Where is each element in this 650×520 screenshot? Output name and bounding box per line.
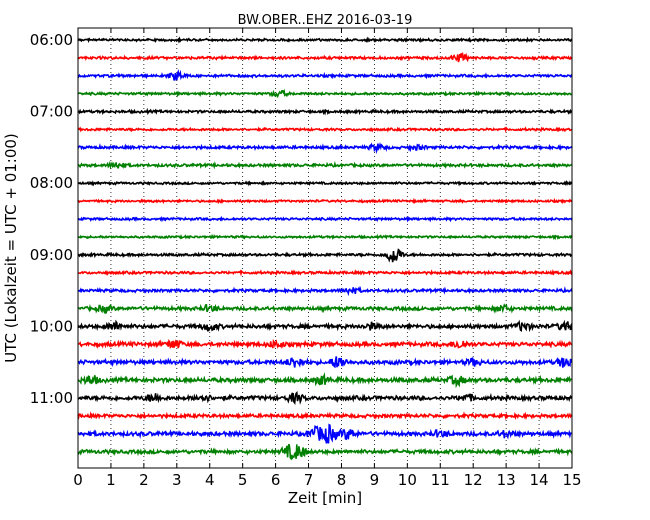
trace-line [77,319,573,333]
trace-line [77,233,573,241]
x-tick-label: 14 [530,471,549,489]
trace-line [77,179,573,187]
trace-line [77,423,573,444]
trace-line [77,372,573,389]
y-tick-label: 10:00 [30,317,73,335]
x-tick-label: 6 [271,471,281,489]
trace-line [78,107,573,116]
x-tick-label: 11 [431,471,450,489]
trace-line [77,88,573,99]
x-tick-label: 10 [398,471,417,489]
x-tick-label: 1 [106,471,116,489]
trace-line [77,356,573,369]
y-axis-ticks: 06:00 07:00 08:00 09:00 10:00 11:00 [30,31,572,407]
x-tick-label: 8 [337,471,347,489]
y-axis-label: UTC (Lokalzeit = UTC + 01:00) [2,133,20,363]
trace-line [78,338,572,350]
x-tick-label: 12 [464,471,483,489]
trace-line [77,51,573,63]
x-tick-label: 13 [497,471,516,489]
x-tick-label: 2 [139,471,149,489]
trace-line [77,248,573,263]
x-tick-label: 4 [205,471,215,489]
x-tick-label: 3 [172,471,182,489]
trace-line [77,126,573,134]
trace-line [78,268,573,277]
grid-lines [110,28,540,468]
x-tick-label: 15 [562,471,581,489]
x-tick-label: 5 [238,471,248,489]
y-tick-label: 06:00 [30,31,73,49]
trace-line [77,160,573,170]
trace-line [77,197,573,205]
x-tick-label: 9 [370,471,380,489]
x-tick-label: 7 [304,471,314,489]
x-axis-ticks: 0 1 2 3 4 5 6 7 8 9 10 11 12 13 14 15 [73,28,582,489]
trace-line [77,215,573,223]
y-tick-label: 11:00 [30,389,73,407]
x-axis-label: Zeit [min] [288,489,362,507]
y-tick-label: 09:00 [30,246,73,264]
trace-line [77,285,573,297]
trace-line [77,141,573,155]
x-tick-label: 0 [73,471,83,489]
trace-line [77,303,573,314]
trace-line [77,69,573,81]
seismogram-traces [77,36,573,461]
plot-frame [77,27,573,469]
y-tick-label: 08:00 [30,174,73,192]
trace-line [77,391,573,406]
trace-line [77,443,573,461]
chart-title: BW.OBER..EHZ 2016-03-19 [238,13,413,28]
y-tick-label: 07:00 [30,103,73,121]
trace-line [77,36,573,44]
trace-line [77,411,573,421]
